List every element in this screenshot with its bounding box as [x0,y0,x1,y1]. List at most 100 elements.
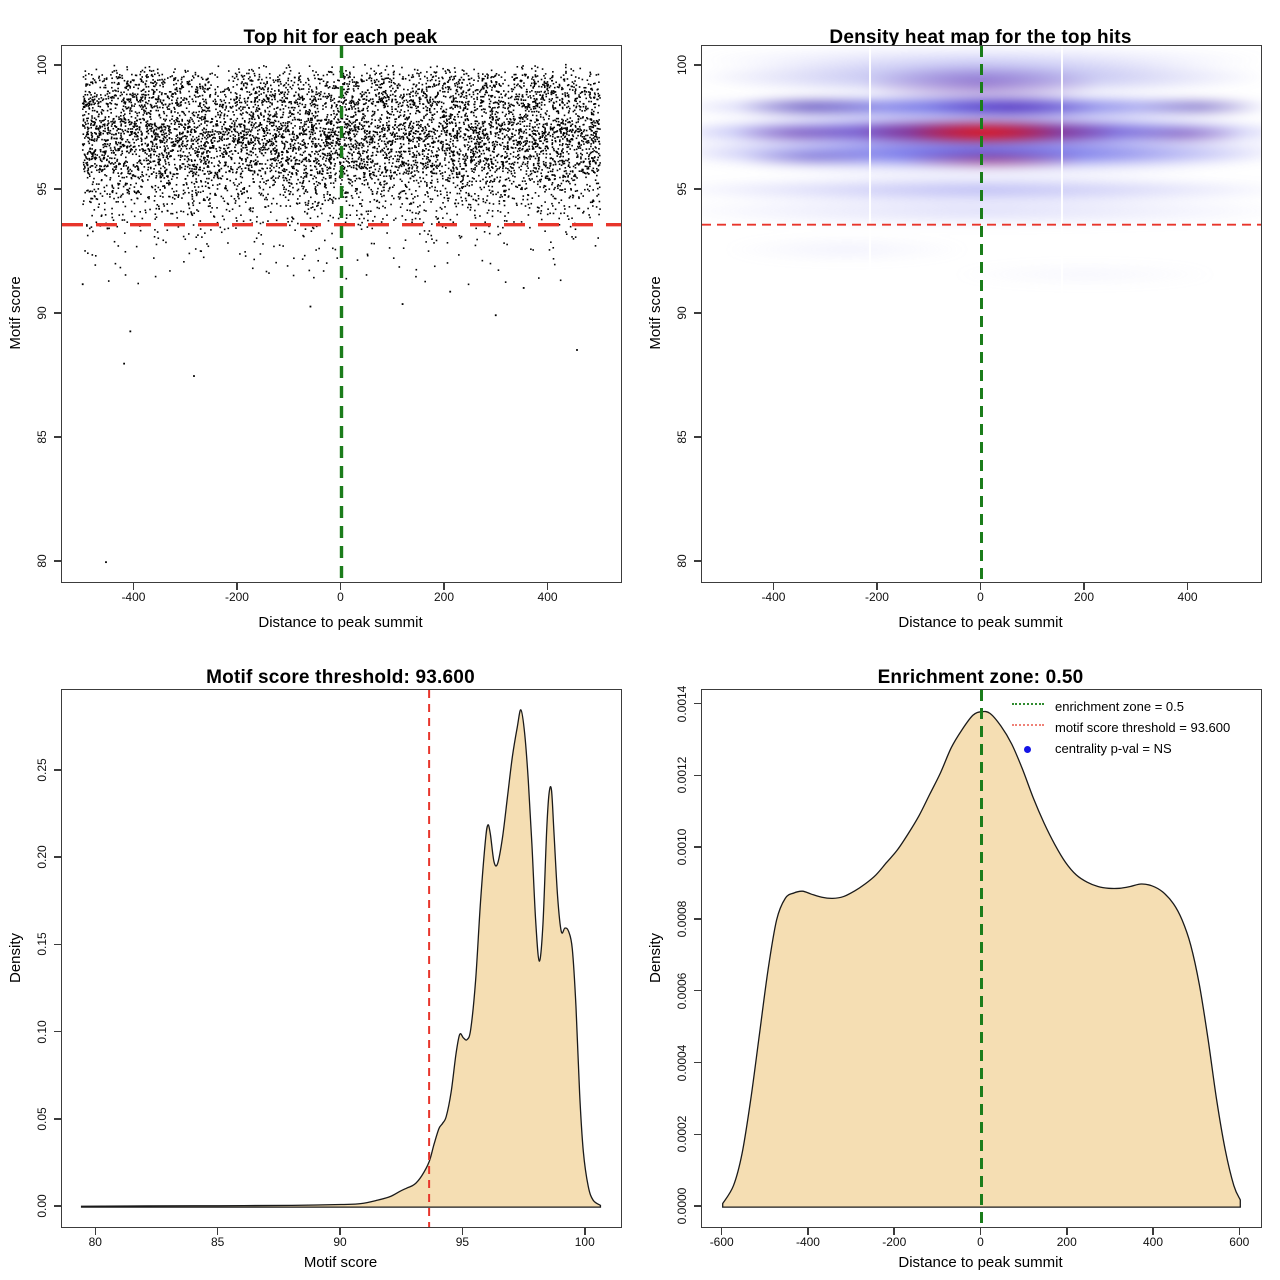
y-tick-mark [694,846,701,848]
x-tick-label: 400 [1177,590,1198,604]
x-tick-label: -200 [224,590,249,604]
panel-enrichment-zone-density: Enrichment zone: 0.50 Density enrichment… [640,640,1280,1280]
x-tick-label: 0 [977,1235,984,1249]
x-tick-mark [461,1227,464,1235]
legend-label: motif score threshold = 93.600 [1055,720,1231,735]
panel-title: Top hit for each peak [243,26,438,48]
y-tick-mark [694,1205,701,1207]
x-axis-label: Distance to peak summit [898,614,1063,631]
x-tick-label: -400 [121,590,146,604]
reference-lines [702,46,1261,582]
x-tick-mark [94,1227,96,1235]
x-tick-label: 200 [434,590,455,604]
x-tick-mark [979,582,982,590]
y-tick-mark [54,64,61,66]
y-tick-label: 0.00 [35,1194,49,1218]
panel-title: Enrichment zone: 0.50 [877,666,1084,688]
x-tick-label: 600 [1229,1235,1250,1249]
y-tick-label: 0.10 [35,1019,49,1044]
x-tick-label: 400 [537,590,558,604]
x-tick-label: -400 [761,590,786,604]
y-tick-label: 0.0000 [675,1187,689,1225]
y-axis-label: Density [646,932,664,983]
panel-motif-score-density: Motif score threshold: 93.600 Density Mo… [0,640,640,1280]
y-tick-mark [54,560,61,562]
y-tick-label: 0.0008 [675,900,689,938]
x-tick-mark [893,1227,895,1235]
y-tick-mark [694,989,701,992]
legend-item-centrality-pval: centrality p-val = NS [1012,738,1262,759]
legend-label: enrichment zone = 0.5 [1055,699,1184,714]
x-tick-label: 95 [455,1235,470,1249]
y-tick-label: 0.0002 [675,1115,689,1153]
x-tick-mark [876,582,878,590]
y-tick-label: 0.05 [35,1107,49,1131]
plot-area-score-density [61,689,622,1228]
y-tick-label: 100 [35,54,49,75]
plot-area-heatmap [701,45,1262,583]
density-curve [722,690,1241,1227]
x-tick-label: -400 [795,1235,820,1249]
y-tick-label: 80 [675,554,689,568]
y-tick-mark [694,1061,701,1064]
heatmap-gradient-layers [702,46,1261,582]
legend: enrichment zone = 0.5 motif score thresh… [1012,696,1262,759]
y-tick-label: 90 [675,306,689,320]
y-tick-label: 100 [675,54,689,75]
y-tick-mark [694,918,701,920]
y-tick-label: 0.0010 [675,828,689,866]
green-dotted-line-icon [1012,703,1044,713]
x-tick-label: 400 [1143,1235,1164,1249]
x-tick-mark [546,582,549,590]
y-tick-label: 95 [35,182,49,196]
legend-label: centrality p-val = NS [1055,741,1172,756]
panel-top-hit-scatter: Top hit for each peak Motif score Distan… [0,0,640,640]
y-tick-mark [54,1030,61,1033]
x-tick-label: 200 [1074,590,1095,604]
x-tick-mark [772,582,775,590]
x-tick-label: 0 [337,590,344,604]
y-tick-mark [694,64,701,66]
x-tick-mark [1238,1227,1241,1235]
y-tick-label: 0.25 [35,758,49,782]
x-tick-mark [339,582,342,590]
y-tick-mark [54,769,61,771]
y-tick-label: 95 [675,182,689,196]
white-gap-line [1060,46,1063,582]
y-axis-label: Density [6,932,24,983]
y-tick-label: 80 [35,554,49,568]
x-tick-label: -200 [864,590,889,604]
y-tick-label: 0.0012 [675,756,689,794]
x-tick-mark [807,1227,809,1235]
x-tick-mark [979,1227,982,1235]
heatmap-image [702,46,1261,582]
x-tick-mark [236,582,238,590]
white-gap-line [869,46,872,582]
plot-area-scatter [61,45,622,583]
y-tick-label: 0.0006 [675,972,689,1010]
panel-density-heatmap: Density heat map for the top hits Motif … [640,0,1280,640]
y-tick-mark [54,312,61,314]
x-axis-label: Motif score [303,1254,378,1271]
x-tick-mark [720,1227,723,1235]
legend-item-motif-threshold: motif score threshold = 93.600 [1012,717,1262,738]
legend-item-enrichment-zone: enrichment zone = 0.5 [1012,696,1262,717]
x-axis-label: Distance to peak summit [898,1254,1063,1271]
reference-lines [62,46,621,582]
y-tick-mark [54,856,61,858]
y-tick-label: 85 [35,430,49,444]
x-tick-label: -600 [709,1235,734,1249]
y-tick-mark [694,702,701,705]
y-tick-mark [694,188,701,190]
plot-area-distance-density [701,689,1262,1228]
blue-dot-icon [1012,745,1044,753]
x-tick-label: 85 [210,1235,225,1249]
y-tick-mark [54,1205,61,1207]
y-tick-mark [54,1118,61,1120]
x-tick-mark [1083,582,1085,590]
y-tick-mark [54,436,61,438]
y-tick-mark [694,560,701,562]
x-tick-mark [443,582,445,590]
y-tick-mark [54,943,61,946]
x-tick-mark [1152,1227,1154,1235]
